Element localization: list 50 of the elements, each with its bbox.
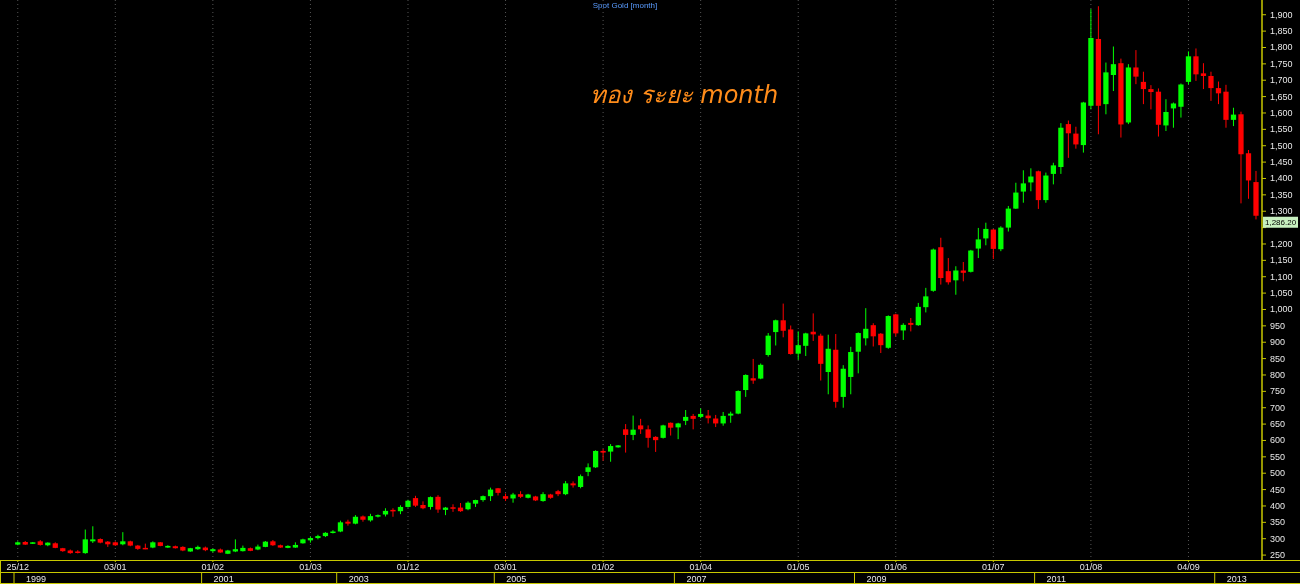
y-tick-label: 1,150 <box>1270 255 1293 266</box>
y-tick-label: 300 <box>1270 533 1286 544</box>
chart-title: Spot Gold [month] <box>592 1 658 10</box>
y-tick-label: 1,500 <box>1270 140 1293 151</box>
x-tick-label: 01/03 <box>299 562 322 572</box>
y-tick-label: 1,750 <box>1270 58 1293 69</box>
x-tick-label: 01/02 <box>591 562 615 572</box>
y-tick-label: 950 <box>1270 320 1286 331</box>
x-tick-label: 01/02 <box>201 562 225 572</box>
y-tick-label: 1,800 <box>1270 42 1293 53</box>
x-tick-label: 01/06 <box>884 562 908 572</box>
x-tick-label: 03/01 <box>494 562 517 572</box>
x-tick-label: 04/09 <box>1177 562 1200 572</box>
y-tick-label: 750 <box>1270 386 1286 397</box>
y-tick-label: 350 <box>1270 517 1286 528</box>
y-tick-label: 800 <box>1270 369 1286 380</box>
annotation: ทอง ระยะ month <box>590 81 779 109</box>
y-tick-label: 1,700 <box>1270 75 1293 86</box>
y-tick-label: 1,900 <box>1270 9 1293 20</box>
x-tick-label: 01/05 <box>786 562 810 572</box>
y-tick-label: 1,550 <box>1270 124 1293 135</box>
y-tick-label: 850 <box>1270 353 1286 364</box>
x-tick-label: 01/07 <box>982 562 1005 572</box>
y-tick-label: 250 <box>1270 550 1286 561</box>
x-tick-label: 01/04 <box>689 562 712 572</box>
x-tick-label: 03/01 <box>104 562 127 572</box>
x-tick-label: 01/12 <box>396 562 420 572</box>
y-tick-label: 1,350 <box>1270 189 1293 200</box>
y-tick-label: 1,600 <box>1270 107 1293 118</box>
x-tick-label: 01/08 <box>1079 562 1103 572</box>
x-tick-label: 25/12 <box>6 562 30 572</box>
y-tick-label: 1,100 <box>1270 271 1293 282</box>
y-tick-label: 1,400 <box>1270 173 1293 184</box>
y-tick-label: 1,050 <box>1270 288 1293 299</box>
y-tick-label: 1,300 <box>1270 206 1293 217</box>
y-tick-label: 1,850 <box>1270 26 1293 37</box>
annotation: 1,286.20 <box>1263 216 1298 228</box>
y-tick-label: 550 <box>1270 451 1286 462</box>
y-tick-label: 1,650 <box>1270 91 1293 102</box>
y-tick-label: 1,450 <box>1270 157 1293 168</box>
y-tick-label: 600 <box>1270 435 1286 446</box>
y-tick-label: 500 <box>1270 468 1286 479</box>
y-tick-label: 1,200 <box>1270 238 1293 249</box>
y-tick-label: 1,000 <box>1270 304 1293 315</box>
year-row: 1999 2001 2003 2005 2007 2009 2011 2013 <box>13 571 1247 584</box>
y-tick-label: 900 <box>1270 337 1286 348</box>
y-tick-label: 450 <box>1270 484 1286 495</box>
y-tick-label: 700 <box>1270 402 1286 413</box>
y-tick-label: 650 <box>1270 419 1286 430</box>
y-tick-label: 400 <box>1270 500 1286 511</box>
